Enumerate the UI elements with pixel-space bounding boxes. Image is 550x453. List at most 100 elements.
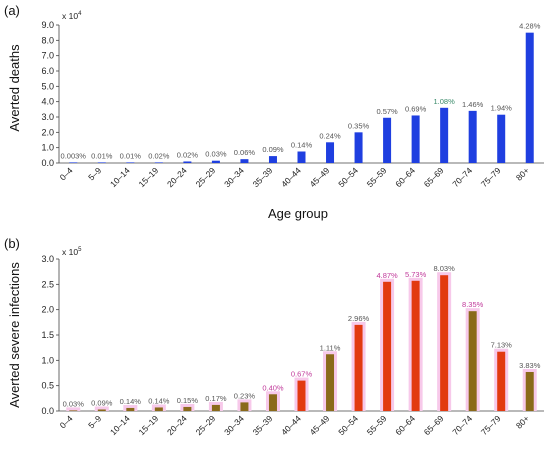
- panel-b-bar: [525, 371, 534, 411]
- panel-b-data-label: 1.11%: [320, 343, 341, 352]
- panel-b-data-label: 0.15%: [177, 396, 199, 405]
- panel-b-bar: [154, 407, 163, 411]
- panel-b-data-label: 2.96%: [348, 314, 370, 323]
- panel-b-multiplier-exp: 5: [78, 247, 82, 253]
- panel-a-data-label: 0.01%: [91, 151, 113, 160]
- panel-b-x-tick-label: 40–44: [279, 413, 303, 437]
- panel-a-data-label: 0.02%: [148, 151, 170, 160]
- panel-a-data-label: 0.09%: [262, 145, 284, 154]
- panel-b-x-tick-label: 45–49: [308, 413, 332, 437]
- panel-a-bar: [497, 114, 506, 163]
- panel-b-bar: [440, 275, 449, 411]
- panel-b-plot: 0.0 0.5 1.0 1.5 2.0 2.5 3.0 0.03% 0–4 0.09% 5–9 0.1…: [41, 254, 544, 437]
- panel-b-bar: [383, 281, 392, 411]
- panel-a-data-label: 1.46%: [462, 100, 484, 109]
- panel-a-bar: [383, 117, 392, 163]
- panel-a-bar: [411, 115, 420, 163]
- panel-a-x-tick-label: 70–74: [450, 165, 474, 189]
- panel-b-bar: [354, 324, 363, 411]
- panel-b-bar: [211, 404, 220, 411]
- panel-b-data-label: 0.23%: [234, 391, 256, 400]
- panel-a-x-tick-label: 55–59: [365, 165, 389, 189]
- panel-b-x-tick-label: 10–14: [108, 413, 132, 437]
- panel-a-data-label: 0.35%: [348, 121, 370, 130]
- panel-a-y-tick-label: 8.0: [41, 35, 54, 45]
- panel-a-x-tick-label: 30–34: [222, 165, 246, 189]
- panel-b-y-tick-label: 1.5: [41, 330, 54, 340]
- panel-a-x-tick-label: 50–54: [336, 165, 360, 189]
- panel-a-bar: [126, 162, 135, 163]
- panel-b-data-label: 0.17%: [205, 394, 227, 403]
- panel-b-bar-halo: [94, 406, 109, 411]
- panel-a-y-tick-label: 6.0: [41, 66, 54, 76]
- panel-b-x-tick-label: 75–79: [479, 413, 503, 437]
- panel-a-x-axis-label: Age group: [268, 206, 328, 221]
- panel-a-x-tick-label: 75–79: [479, 165, 503, 189]
- panel-b-bar: [97, 409, 106, 411]
- panel-b-data-label: 0.03%: [63, 399, 85, 408]
- panel-a-x-tick-label: 80+: [514, 165, 531, 182]
- panel-a-data-label: 0.14%: [291, 141, 313, 150]
- panel-b-bar: [69, 410, 78, 411]
- panel-a-bar: [211, 160, 220, 163]
- panel-a-plot: 0.0 1.0 2.0 3.0 4.0 5.0 6.0 7.0 8.0 9.0 0.003% 0–4 0…: [41, 20, 544, 189]
- panel-a-x-tick-label: 45–49: [308, 165, 332, 189]
- panel-b-label: (b): [4, 236, 20, 251]
- panel-a-y-tick-label: 4.0: [41, 97, 54, 107]
- panel-a-y-tick-label: 7.0: [41, 51, 54, 61]
- panel-b-y-tick-label: 0.5: [41, 381, 54, 391]
- panel-b-x-tick-label: 15–19: [136, 413, 160, 437]
- panel-b-data-label: 7.13%: [491, 341, 513, 350]
- panel-a-label: (a): [4, 3, 20, 18]
- panel-a-bar: [183, 161, 192, 163]
- panel-a-bar: [297, 151, 306, 163]
- panel-a-y-tick-label: 2.0: [41, 127, 54, 137]
- panel-b-data-label: 8.35%: [462, 300, 484, 309]
- panel-a-data-label: 0.24%: [319, 131, 341, 140]
- panel-b-bar: [468, 311, 477, 411]
- panel-a-bar: [97, 162, 106, 163]
- panel-a-data-label: 0.57%: [376, 107, 398, 116]
- panel-a-bar: [525, 32, 534, 163]
- panel-b-multiplier: x 105: [62, 247, 82, 257]
- panel-a-multiplier-exp: 4: [78, 11, 82, 17]
- panel-a-y-axis-label: Averted deaths: [7, 44, 22, 132]
- panel-b-x-tick-label: 5–9: [86, 413, 103, 430]
- panel-a-y-tick-label: 3.0: [41, 112, 54, 122]
- panel-b-bar: [268, 394, 277, 411]
- panel-a-y-tick-label: 9.0: [41, 20, 54, 30]
- panel-b-bar: [411, 280, 420, 411]
- panel-b-x-tick-label: 55–59: [365, 413, 389, 437]
- panel-b-x-tick-label: 30–34: [222, 413, 246, 437]
- panel-a-x-tick-label: 60–64: [393, 165, 417, 189]
- panel-a-bar: [326, 142, 335, 163]
- panel-a-data-label: 0.06%: [234, 148, 256, 157]
- panel-a-y-tick-label: 1.0: [41, 143, 54, 153]
- panel-a-data-label: 1.08%: [434, 97, 456, 106]
- panel-b-y-tick-label: 2.5: [41, 279, 54, 289]
- panel-a-x-tick-label: 0–4: [58, 165, 75, 182]
- panel-b-data-label: 3.83%: [519, 361, 541, 370]
- panel-a-y-tick-label: 0.0: [41, 158, 54, 168]
- panel-b-bar: [326, 354, 335, 411]
- panel-b-x-tick-label: 50–54: [336, 413, 360, 437]
- panel-b-y-tick-label: 2.0: [41, 305, 54, 315]
- panel-a-multiplier: x 104: [62, 11, 82, 21]
- panel-a-bar: [354, 132, 363, 163]
- panel-b-x-tick-label: 20–24: [165, 413, 189, 437]
- panel-b-bar: [297, 380, 306, 411]
- panel-a-data-label: 0.69%: [405, 104, 427, 113]
- panel-b-bar: [183, 406, 192, 411]
- panel-a-x-tick-label: 20–24: [165, 165, 189, 189]
- panel-a-data-label: 0.02%: [177, 150, 199, 159]
- panel-a-x-tick-label: 35–39: [251, 165, 275, 189]
- panel-b-y-tick-label: 1.0: [41, 355, 54, 365]
- panel-a-x-tick-label: 10–14: [108, 165, 132, 189]
- panel-b-data-label: 5.73%: [405, 270, 427, 279]
- panel-b-x-tick-label: 65–69: [422, 413, 446, 437]
- panel-b-bar: [497, 351, 506, 411]
- panel-b-data-label: 0.09%: [91, 398, 113, 407]
- panel-a-data-label: 0.003%: [61, 151, 87, 160]
- panel-b-x-tick-label: 80+: [514, 413, 531, 430]
